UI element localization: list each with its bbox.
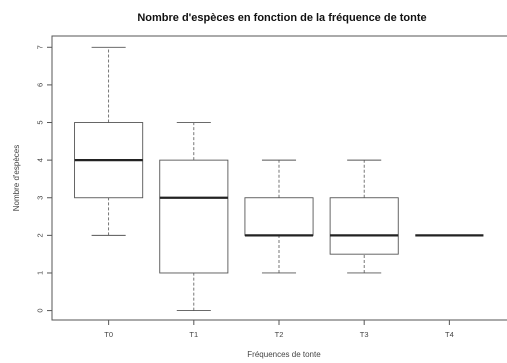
x-tick-label: T0 bbox=[104, 330, 113, 339]
box-body bbox=[159, 159, 229, 274]
y-axis: 0 1 2 3 4 5 6 7 bbox=[35, 45, 52, 313]
x-axis-label: Fréquences de tonte bbox=[247, 350, 321, 359]
x-tick-label: T4 bbox=[445, 330, 454, 339]
chart-title: Nombre d'espèces en fonction de la fréqu… bbox=[137, 12, 426, 24]
y-tick-label: 6 bbox=[35, 83, 44, 87]
x-tick-label: T2 bbox=[275, 330, 284, 339]
y-tick-label: 1 bbox=[35, 271, 44, 275]
y-tick-label: 7 bbox=[35, 45, 44, 49]
box-body bbox=[329, 197, 399, 255]
x-axis: T0 T1 T2 T3 T4 bbox=[104, 320, 454, 339]
y-axis-label: Nombre d'espèces bbox=[12, 145, 21, 211]
y-tick-label: 0 bbox=[35, 309, 44, 313]
y-tick-label: 5 bbox=[35, 120, 44, 124]
plot-frame bbox=[51, 35, 507, 321]
box-t1 bbox=[159, 122, 229, 312]
boxes-group bbox=[74, 46, 484, 312]
x-tick-label: T1 bbox=[189, 330, 198, 339]
box-t0 bbox=[74, 46, 144, 236]
box-body bbox=[244, 197, 314, 236]
x-tick-label: T3 bbox=[360, 330, 369, 339]
box-t3 bbox=[329, 159, 399, 274]
box-t2 bbox=[244, 159, 314, 274]
y-tick-label: 2 bbox=[35, 233, 44, 237]
y-tick-label: 3 bbox=[35, 196, 44, 200]
y-tick-label: 4 bbox=[35, 158, 44, 162]
